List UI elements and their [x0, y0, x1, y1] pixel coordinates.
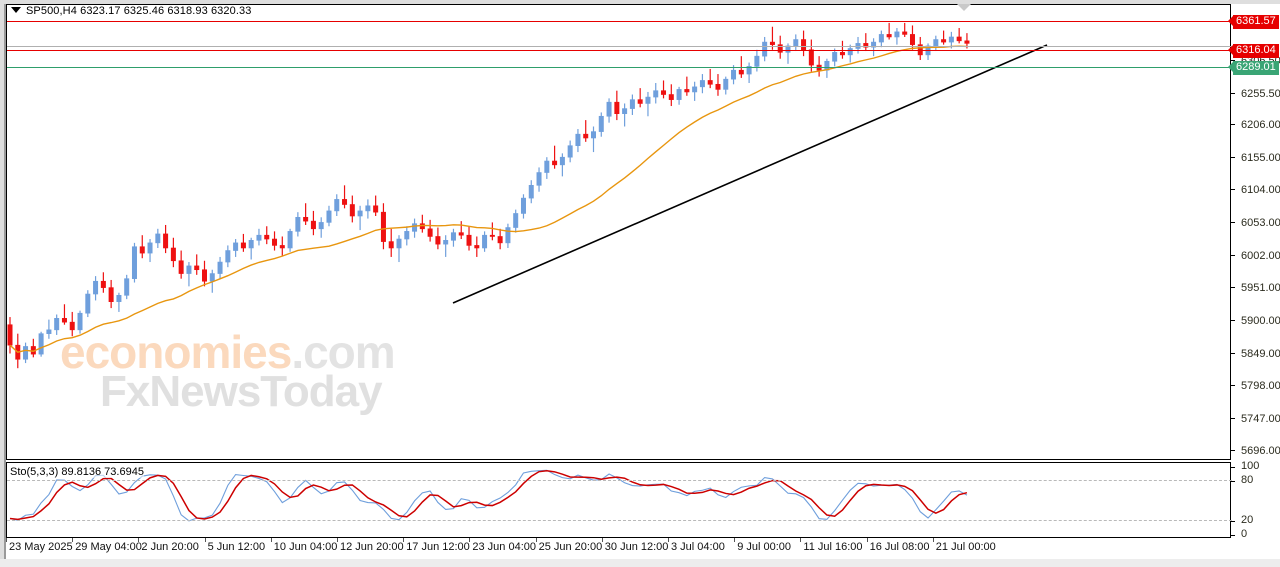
indicator-axis-label: 0 [1241, 528, 1248, 540]
price-tag-arrow [1228, 62, 1233, 73]
window-left-rail [0, 4, 4, 559]
price-tag[interactable]: 6361.57 [1233, 14, 1279, 29]
price-pane[interactable] [6, 4, 1231, 460]
price-axis-tick [1231, 385, 1235, 387]
time-axis-tick [469, 538, 471, 542]
price-plot-area[interactable] [7, 5, 1223, 459]
price-axis-tick [1231, 450, 1235, 452]
time-axis-tick [535, 538, 537, 542]
indicator-pane[interactable] [6, 462, 1231, 538]
indicator-axis-tick [1231, 467, 1235, 468]
price-axis[interactable]: 6306.506255.506206.006155.006104.006053.… [1231, 4, 1280, 460]
price-axis-label: 5951.00 [1241, 282, 1280, 295]
time-axis-label: 5 Jun 12:00 [207, 541, 266, 553]
time-axis-label: 30 Jun 12:00 [604, 541, 669, 553]
grey-level-line[interactable] [7, 46, 1232, 48]
time-axis-tick [932, 538, 934, 542]
time-axis-label: 23 May 2025 [9, 541, 73, 553]
indicator-guide-line [7, 479, 1232, 481]
time-axis-tick [601, 538, 603, 542]
time-axis-label: 21 Jul 00:00 [935, 541, 996, 553]
price-axis-tick [1231, 124, 1235, 126]
chevron-down-icon[interactable] [11, 7, 21, 14]
price-tag-arrow [1228, 15, 1233, 26]
price-tag-arrow [1228, 44, 1233, 55]
time-axis-label: 10 Jun 04:00 [273, 541, 338, 553]
symbol-header-text: SP500,H4 6323.17 6325.46 6318.93 6320.33 [26, 5, 252, 17]
indicator-axis[interactable]: 100 80 20 0 [1231, 460, 1280, 540]
time-axis-label: 2 Jun 20:00 [141, 541, 199, 553]
indicator-axis-tick [1231, 535, 1235, 536]
indicator-plot-area[interactable] [7, 463, 1223, 537]
price-axis-tick [1231, 92, 1235, 94]
current-price-line[interactable] [7, 49, 1232, 51]
price-axis-tick [1231, 254, 1235, 256]
time-axis-tick [204, 538, 206, 542]
time-axis-label: 12 Jun 20:00 [340, 541, 404, 553]
price-tag[interactable]: 6316.04 [1233, 43, 1279, 58]
price-axis-tick [1231, 222, 1235, 224]
time-axis-tick [800, 538, 802, 542]
indicator-axis-label: 80 [1241, 473, 1254, 486]
price-axis-label: 6002.00 [1241, 249, 1280, 262]
indicator-axis-label: 100 [1241, 460, 1260, 472]
time-axis-tick [866, 538, 868, 542]
time-axis-tick [6, 538, 7, 542]
price-axis-label: 6155.00 [1241, 151, 1280, 164]
indicator-header: Sto(5,3,3) 89.8136 73.6945 [10, 466, 144, 478]
time-axis-tick [734, 538, 736, 542]
time-axis-tick [138, 538, 140, 542]
time-axis-tick [270, 538, 272, 542]
stochastic-chart-svg [9, 469, 968, 522]
indicator-axis-tick [1231, 521, 1235, 523]
time-axis-label: 17 Jun 12:00 [406, 541, 470, 553]
window-top-bar [0, 0, 1280, 4]
price-chart-svg [7, 22, 1048, 369]
time-axis-label: 11 Jul 16:00 [803, 541, 863, 553]
price-axis-tick [1231, 189, 1235, 191]
price-axis-label: 6104.00 [1241, 184, 1280, 197]
time-axis-tick [668, 538, 669, 542]
price-axis-label: 5696.00 [1241, 445, 1280, 458]
indicator-axis-label: 20 [1241, 514, 1254, 527]
time-axis-label: 3 Jul 04:00 [671, 541, 725, 553]
time-axis-label: 29 May 04:00 [75, 541, 142, 553]
time-axis-label: 23 Jun 04:00 [472, 541, 537, 553]
price-axis-label: 5849.00 [1241, 347, 1280, 360]
time-axis-label: 9 Jul 00:00 [737, 541, 792, 553]
price-axis-tick [1231, 352, 1235, 354]
triangle-marker-icon [957, 4, 971, 11]
time-axis-label: 25 Jun 20:00 [538, 541, 603, 553]
price-axis-tick [1231, 319, 1235, 321]
price-axis-label: 6206.00 [1241, 119, 1280, 132]
price-axis-tick [1231, 156, 1235, 158]
time-axis[interactable]: 23 May 2025 29 May 04:00 2 Jun 20:00 5 Jun … [6, 538, 1280, 559]
indicator-guide-line [7, 520, 1232, 522]
symbol-header: SP500,H4 6323.17 6325.46 6318.93 6320.33 [11, 5, 251, 17]
price-tag[interactable]: 6289.01 [1233, 61, 1279, 76]
window-left-rail-inner [4, 4, 6, 559]
price-axis-label: 5900.00 [1241, 314, 1280, 327]
time-axis-tick [337, 538, 338, 542]
time-axis-tick [72, 538, 74, 542]
price-axis-label: 5747.00 [1241, 412, 1280, 425]
price-axis-label: 6255.50 [1241, 87, 1280, 100]
price-axis-tick [1231, 287, 1235, 289]
window-bottom-bar [0, 559, 1280, 567]
resistance-line[interactable] [7, 20, 1232, 22]
price-axis-label: 6053.00 [1241, 217, 1280, 230]
price-axis-label: 5798.00 [1241, 380, 1280, 393]
support-line[interactable] [7, 67, 1232, 69]
indicator-axis-tick [1231, 480, 1235, 482]
time-axis-label: 16 Jul 08:00 [869, 541, 930, 553]
time-axis-tick [403, 538, 405, 542]
price-axis-tick [1231, 59, 1235, 61]
price-axis-tick [1231, 417, 1235, 419]
